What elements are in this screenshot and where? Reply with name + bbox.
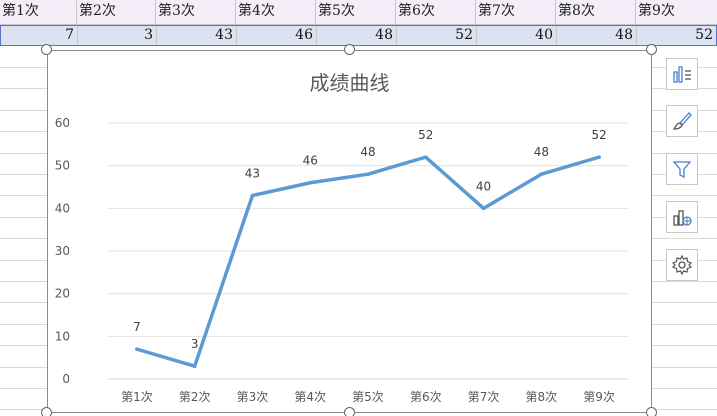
data-point[interactable] bbox=[597, 155, 601, 159]
y-tick-label: 40 bbox=[55, 201, 70, 215]
resize-handle-bottom-left[interactable] bbox=[41, 407, 52, 416]
resize-handle-bottom-right[interactable] bbox=[646, 407, 657, 416]
resize-handle-top-left[interactable] bbox=[41, 44, 52, 55]
data-label: 40 bbox=[476, 179, 491, 193]
data-label: 3 bbox=[191, 337, 199, 351]
data-label: 52 bbox=[591, 128, 606, 142]
data-point[interactable] bbox=[481, 206, 486, 211]
y-tick-label: 50 bbox=[55, 159, 70, 173]
x-tick-label: 第9次 bbox=[583, 390, 615, 404]
header-cell[interactable]: 第8次 bbox=[556, 0, 636, 24]
chart-elements-button[interactable] bbox=[666, 58, 698, 90]
value-cell[interactable]: 48 bbox=[317, 26, 397, 45]
header-cell[interactable]: 第1次 bbox=[0, 0, 77, 24]
resize-handle-bottom[interactable] bbox=[344, 407, 355, 416]
x-tick-label: 第3次 bbox=[237, 390, 269, 404]
x-tick-label: 第2次 bbox=[179, 390, 211, 404]
chart-settings-button[interactable] bbox=[666, 249, 698, 281]
header-cell[interactable]: 第3次 bbox=[156, 0, 236, 24]
data-point[interactable] bbox=[135, 347, 139, 351]
header-cell[interactable]: 第7次 bbox=[476, 0, 556, 24]
chart-title[interactable]: 成绩曲线 bbox=[309, 71, 390, 95]
data-point[interactable] bbox=[423, 155, 428, 159]
chart-plot: 0 10 20 30 40 50 60 第1次 第2次 第3次 第4次 第5次 第6次 第7次 第8次 第9次… bbox=[55, 116, 628, 404]
chart-styles-icon bbox=[672, 112, 692, 130]
line-chart[interactable]: 成绩曲线 0 10 20 30 40 50 60 第1次 第2次 第3次 第4次 第5次 第6次 第7次 第… bbox=[47, 50, 652, 413]
data-label: 48 bbox=[360, 145, 375, 159]
x-tick-label: 第8次 bbox=[526, 390, 558, 404]
chart-settings-icon bbox=[671, 254, 693, 276]
value-cell[interactable]: 52 bbox=[397, 26, 477, 45]
data-series-line[interactable] bbox=[135, 155, 601, 368]
value-cell[interactable]: 52 bbox=[695, 27, 713, 43]
chart-filters-icon bbox=[672, 161, 692, 179]
x-tick-label: 第5次 bbox=[352, 390, 384, 404]
x-tick-label: 第7次 bbox=[468, 390, 500, 404]
data-point[interactable] bbox=[539, 172, 544, 176]
data-label: 46 bbox=[303, 154, 318, 168]
chart-styles-button[interactable] bbox=[666, 105, 698, 137]
chart-filters-button[interactable] bbox=[666, 153, 698, 185]
value-cell[interactable]: 46 bbox=[237, 26, 317, 45]
x-tick-label: 第6次 bbox=[410, 390, 442, 404]
chart-layout-icon bbox=[673, 210, 692, 226]
data-point[interactable] bbox=[308, 180, 313, 185]
y-tick-label: 60 bbox=[55, 116, 70, 130]
value-cell[interactable]: 7 bbox=[1, 26, 78, 45]
chart-elements-icon bbox=[673, 66, 691, 83]
data-label: 7 bbox=[133, 320, 141, 334]
data-point[interactable] bbox=[250, 193, 255, 198]
value-row: 7 3 43 46 48 52 40 48 52 bbox=[0, 25, 717, 46]
y-tick-label: 30 bbox=[55, 244, 70, 258]
resize-handle-top[interactable] bbox=[344, 44, 355, 55]
value-cell[interactable]: 40 bbox=[477, 26, 557, 45]
header-cell[interactable]: 第4次 bbox=[236, 0, 316, 24]
x-tick-label: 第1次 bbox=[121, 390, 153, 404]
y-tick-label: 0 bbox=[62, 372, 70, 386]
header-cell[interactable]: 第2次 bbox=[77, 0, 156, 24]
data-point[interactable] bbox=[366, 172, 370, 176]
chart-layout-button[interactable] bbox=[666, 201, 698, 233]
header-cell[interactable]: 第9次 bbox=[638, 3, 675, 19]
resize-handle-top-right[interactable] bbox=[646, 44, 657, 55]
value-cell[interactable]: 3 bbox=[78, 26, 157, 45]
header-cell[interactable]: 第6次 bbox=[396, 0, 476, 24]
x-tick-label: 第4次 bbox=[294, 390, 326, 404]
data-point[interactable] bbox=[192, 364, 197, 369]
header-row: 第1次 第2次 第3次 第4次 第5次 第6次 第7次 第8次 第9次 bbox=[0, 0, 717, 25]
value-cell[interactable]: 43 bbox=[157, 26, 237, 45]
data-label: 43 bbox=[245, 167, 260, 181]
header-cell[interactable]: 第5次 bbox=[316, 0, 396, 24]
y-tick-label: 20 bbox=[55, 287, 70, 301]
value-cell[interactable]: 48 bbox=[557, 26, 637, 45]
data-label: 48 bbox=[534, 145, 549, 159]
data-label: 52 bbox=[418, 128, 433, 142]
y-tick-label: 10 bbox=[55, 329, 70, 343]
